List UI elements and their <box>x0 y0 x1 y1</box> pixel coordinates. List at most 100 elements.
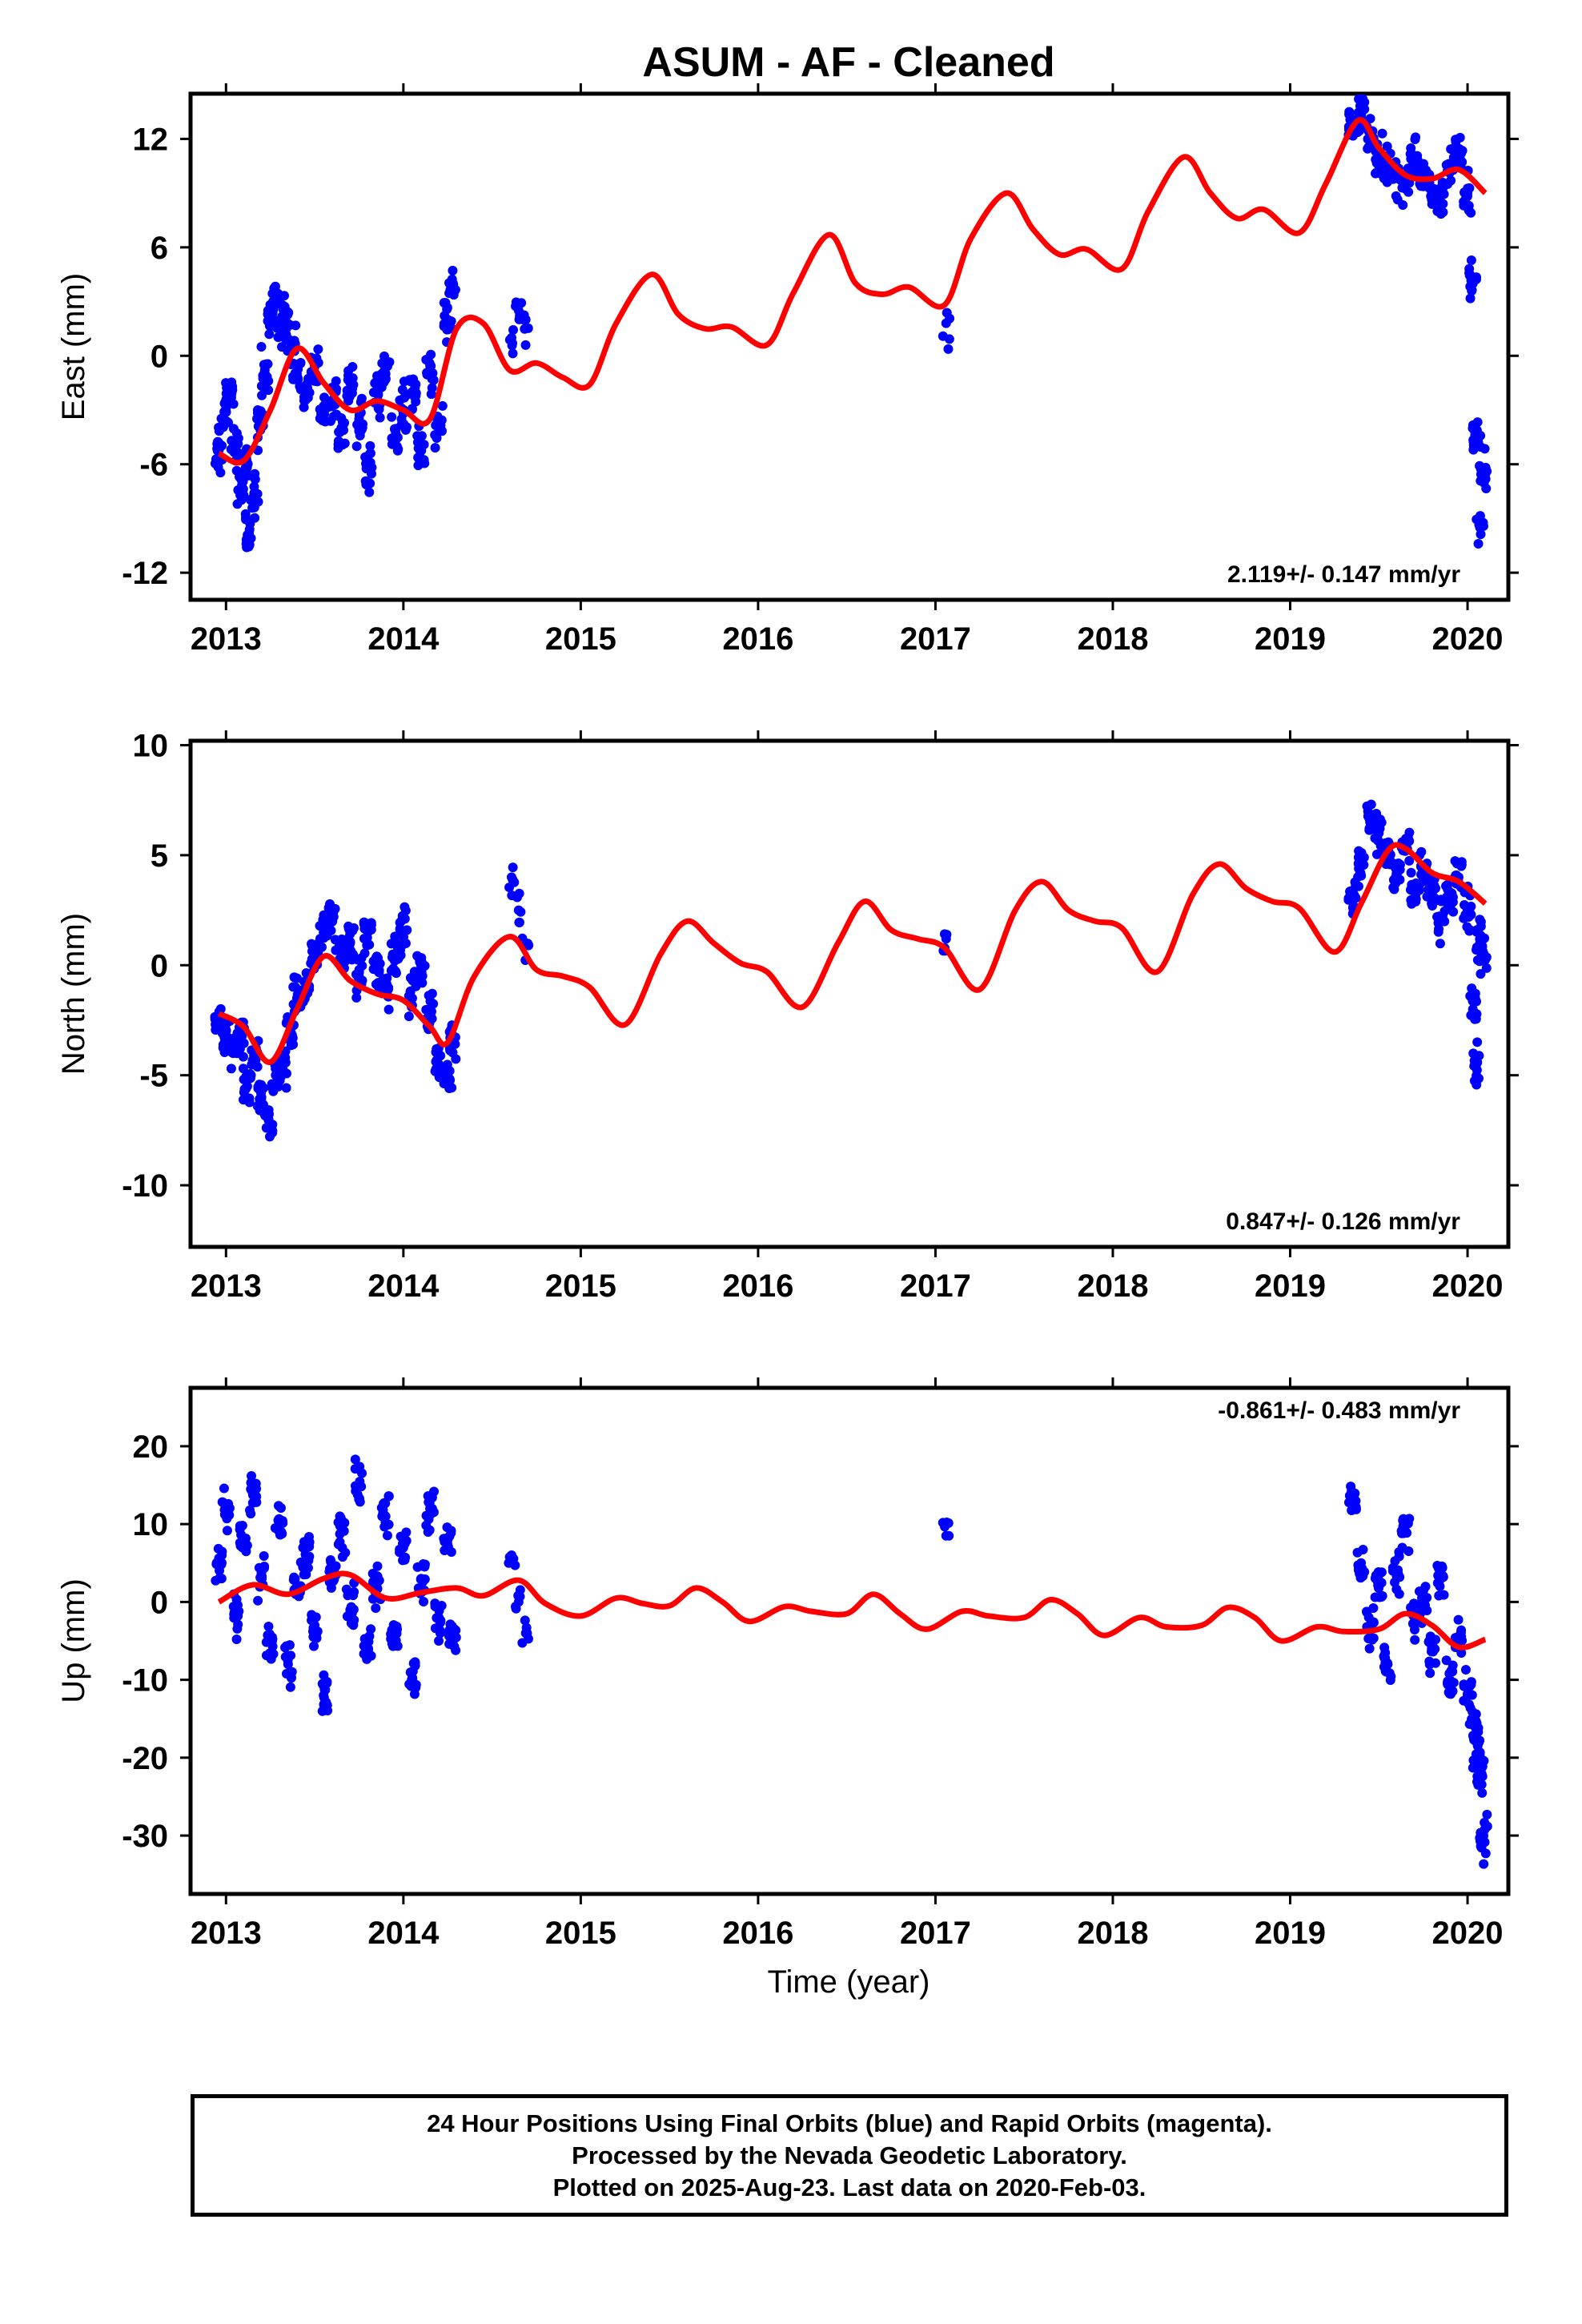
x-axis-label: Time (year) <box>768 1964 930 2000</box>
data-point <box>436 1600 447 1610</box>
x-tick-label: 2013 <box>191 621 262 657</box>
data-point <box>1476 917 1486 927</box>
data-point <box>1473 538 1484 549</box>
data-point <box>327 916 338 927</box>
data-point <box>417 978 428 988</box>
data-point <box>218 1039 228 1050</box>
data-point <box>1468 1714 1478 1724</box>
data-point <box>257 390 267 400</box>
data-point <box>1467 286 1477 296</box>
y-tick-label: -5 <box>139 1059 168 1094</box>
data-point <box>1482 1809 1492 1819</box>
data-point <box>425 996 436 1007</box>
data-point <box>1435 916 1446 927</box>
footer-line-1: 24 Hour Positions Using Final Orbits (bl… <box>427 2109 1272 2137</box>
data-point <box>380 1511 391 1522</box>
data-point <box>416 967 427 978</box>
data-point <box>1456 1648 1467 1659</box>
data-point <box>247 1471 257 1482</box>
data-point <box>1427 188 1437 199</box>
data-point <box>256 1092 267 1103</box>
x-tick-label: 2016 <box>722 621 793 657</box>
data-point <box>1365 114 1375 124</box>
data-point <box>1414 1586 1424 1597</box>
data-point <box>307 1610 317 1620</box>
data-point <box>1409 152 1419 162</box>
data-point <box>250 468 260 479</box>
data-point <box>1398 200 1408 211</box>
data-point <box>506 332 516 343</box>
data-point <box>1453 152 1464 162</box>
data-point <box>1347 894 1358 904</box>
x-tick-label: 2018 <box>1077 1269 1148 1304</box>
data-point <box>371 960 382 971</box>
velocity-label: 2.119+/- 0.147 mm/yr <box>1227 561 1460 588</box>
data-point <box>1418 872 1428 883</box>
data-point <box>448 265 458 275</box>
data-point <box>366 1624 376 1634</box>
data-point <box>1478 949 1488 959</box>
data-point <box>230 437 240 448</box>
data-point <box>1382 141 1392 151</box>
data-point <box>350 1454 360 1465</box>
velocity-label: 0.847+/- 0.126 mm/yr <box>1226 1208 1460 1235</box>
data-point <box>1478 468 1488 478</box>
x-tick-label: 2019 <box>1255 621 1326 657</box>
data-point <box>372 1561 383 1571</box>
data-point <box>1388 883 1399 893</box>
data-point <box>1472 1059 1482 1069</box>
data-point <box>1475 1768 1485 1779</box>
x-tick-label: 2016 <box>722 1916 793 1951</box>
data-point <box>224 387 235 397</box>
y-tick-label: 0 <box>151 1585 168 1620</box>
data-point <box>1366 799 1376 810</box>
data-point <box>418 1559 428 1570</box>
y-tick-label: 10 <box>133 1507 169 1542</box>
data-point <box>398 927 408 938</box>
data-point <box>351 441 362 452</box>
data-point <box>513 905 524 915</box>
x-tick-label: 2019 <box>1255 1916 1326 1951</box>
data-point <box>235 1521 245 1531</box>
data-point <box>425 1004 436 1015</box>
data-point <box>387 412 397 422</box>
data-point <box>1479 477 1489 488</box>
data-point <box>1459 1679 1469 1690</box>
data-point <box>1353 881 1363 891</box>
data-point <box>343 366 354 376</box>
data-point <box>407 387 417 397</box>
data-point <box>1479 1859 1489 1869</box>
data-point <box>442 1078 452 1088</box>
x-tick-label: 2020 <box>1432 621 1504 657</box>
data-point <box>1377 128 1387 139</box>
data-point <box>336 949 347 959</box>
panel-north: 2013 2014 2015 2016 2017 2018 2019 2020 -10 -5 0 5 1… <box>56 728 1519 1304</box>
data-point <box>375 412 385 423</box>
data-point <box>365 440 375 451</box>
data-point <box>273 1501 283 1511</box>
data-point <box>436 425 447 436</box>
data-point <box>363 1643 373 1654</box>
data-point <box>416 431 427 441</box>
data-point <box>336 412 347 423</box>
data-point <box>214 438 224 448</box>
data-point <box>363 459 373 469</box>
data-point <box>434 1636 444 1647</box>
data-point <box>228 1602 239 1612</box>
y-tick-label: 10 <box>133 728 169 763</box>
data-point <box>1427 1643 1437 1654</box>
data-point <box>230 1612 240 1622</box>
y-axis-label: North (mm) <box>56 913 91 1075</box>
data-point <box>259 382 270 392</box>
data-point <box>520 1615 530 1626</box>
data-point <box>427 383 437 393</box>
y-tick-label: -30 <box>122 1819 168 1854</box>
data-point <box>232 499 243 509</box>
data-point <box>226 1063 236 1074</box>
data-point <box>389 432 400 442</box>
x-tick-label: 2018 <box>1077 1916 1148 1951</box>
data-point <box>1468 1707 1478 1717</box>
data-point <box>942 308 952 318</box>
data-point <box>382 973 392 983</box>
data-point <box>445 1619 456 1630</box>
